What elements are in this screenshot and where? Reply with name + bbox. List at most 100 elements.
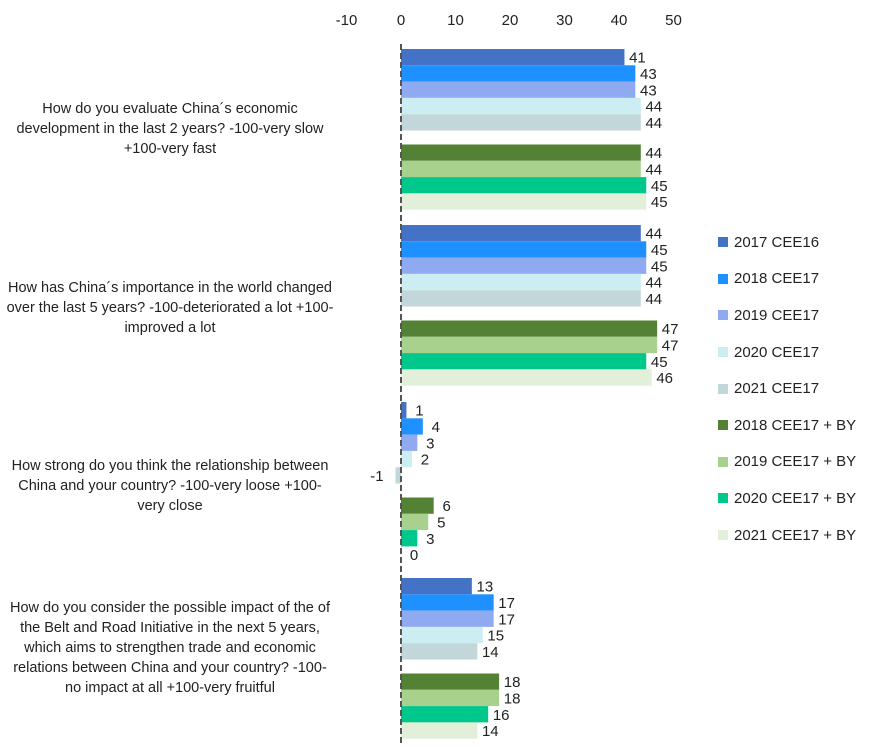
legend-label: 2017 CEE16 — [734, 233, 820, 251]
bar — [401, 578, 472, 595]
category-label-belt-and-road-impact: How do you consider the possible impact … — [10, 600, 330, 696]
legend-swatch — [718, 420, 728, 431]
bar — [401, 594, 494, 611]
data-label: -1 — [370, 468, 383, 485]
data-label: 43 — [640, 66, 657, 83]
x-tick-label: 20 — [502, 12, 519, 29]
data-label: 17 — [498, 611, 515, 628]
data-label: 3 — [426, 531, 434, 548]
category-label-economic-development: How do you evaluate China´s economic dev… — [16, 101, 324, 157]
legend-item: 2020 CEE17 + BY — [718, 480, 856, 517]
data-label: 18 — [504, 674, 521, 691]
bar — [401, 418, 423, 435]
bar — [401, 257, 647, 274]
data-label: 44 — [645, 99, 662, 116]
bar — [401, 160, 641, 178]
x-tick-label: 10 — [447, 12, 464, 29]
x-tick-label: 30 — [556, 12, 573, 29]
bar — [395, 467, 401, 484]
bar — [401, 497, 434, 514]
data-label: 5 — [437, 514, 445, 531]
legend-swatch — [718, 456, 728, 467]
legend-label: 2021 CEE17 + BY — [734, 526, 857, 544]
bar — [401, 626, 483, 644]
bar — [401, 193, 647, 210]
bar — [401, 290, 641, 307]
data-label: 41 — [629, 50, 646, 67]
category-label-relationship-strength: How strong do you think the relationship… — [11, 458, 329, 514]
bar — [401, 320, 658, 337]
legend-swatch — [718, 493, 728, 504]
data-label: 2 — [421, 452, 429, 469]
x-tick-label: -10 — [336, 12, 358, 29]
legend-item: 2018 CEE17 + BY — [718, 407, 856, 444]
data-label: 44 — [645, 161, 662, 178]
bar — [401, 722, 478, 739]
bars: 4143434444444445454445454444474745461432… — [370, 49, 678, 740]
bar — [401, 49, 625, 66]
bar — [401, 450, 412, 468]
bar — [401, 144, 641, 161]
bar — [401, 402, 407, 419]
legend-swatch — [718, 310, 728, 321]
bar — [401, 177, 647, 194]
bar — [401, 434, 418, 451]
legend-swatch — [718, 237, 728, 248]
legend-item: 2021 CEE17 + BY — [718, 517, 856, 554]
bar — [401, 353, 647, 370]
data-label: 45 — [651, 178, 668, 195]
data-label: 45 — [651, 242, 668, 259]
data-label: 44 — [645, 115, 662, 132]
bar — [401, 81, 636, 98]
data-label: 6 — [443, 498, 451, 515]
x-tick-label: 0 — [397, 12, 405, 29]
data-label: 46 — [656, 370, 673, 387]
bar — [401, 643, 478, 660]
bar — [401, 114, 641, 131]
data-label: 3 — [426, 435, 434, 452]
bar — [401, 530, 418, 547]
bar — [401, 369, 652, 386]
legend-label: 2021 CEE17 — [734, 380, 820, 398]
legend-label: 2019 CEE17 — [734, 306, 820, 324]
data-label: 45 — [651, 258, 668, 275]
data-label: 1 — [415, 403, 423, 420]
bar — [401, 706, 489, 723]
data-label: 47 — [662, 337, 679, 354]
x-tick-label: 50 — [665, 12, 682, 29]
legend-swatch — [718, 530, 728, 541]
bar — [401, 241, 647, 258]
legend-label: 2018 CEE17 + BY — [734, 416, 857, 434]
category-label-importance-in-world: How has China´s importance in the world … — [6, 280, 334, 336]
data-label: 14 — [482, 723, 499, 740]
legend-item: 2020 CEE17 — [718, 334, 856, 371]
legend-item: 2021 CEE17 — [718, 370, 856, 407]
bar — [401, 273, 641, 291]
legend-label: 2020 CEE17 + BY — [734, 489, 857, 507]
data-label: 47 — [662, 321, 679, 338]
data-label: 15 — [487, 628, 504, 645]
legend-item: 2019 CEE17 + BY — [718, 444, 856, 481]
legend-swatch — [718, 347, 728, 358]
data-label: 43 — [640, 82, 657, 99]
data-label: 18 — [504, 690, 521, 707]
data-label: 44 — [645, 291, 662, 308]
bar — [401, 513, 429, 531]
legend-item: 2019 CEE17 — [718, 297, 856, 334]
legend-label: 2020 CEE17 — [734, 343, 820, 361]
bar — [401, 225, 641, 242]
x-axis-ticks: -10 0 10 20 30 40 50 — [336, 12, 682, 29]
legend-label: 2019 CEE17 + BY — [734, 453, 857, 471]
data-label: 44 — [645, 226, 662, 243]
data-label: 17 — [498, 595, 515, 612]
legend: 2017 CEE16 2018 CEE17 2019 CEE17 2020 CEE17… — [718, 224, 856, 553]
data-label: 0 — [410, 547, 418, 564]
bar — [401, 689, 500, 707]
data-label: 45 — [651, 354, 668, 371]
data-label: 44 — [645, 145, 662, 162]
legend-label: 2018 CEE17 — [734, 270, 820, 288]
bar — [401, 673, 500, 690]
bar — [401, 336, 658, 354]
legend-swatch — [718, 383, 728, 394]
